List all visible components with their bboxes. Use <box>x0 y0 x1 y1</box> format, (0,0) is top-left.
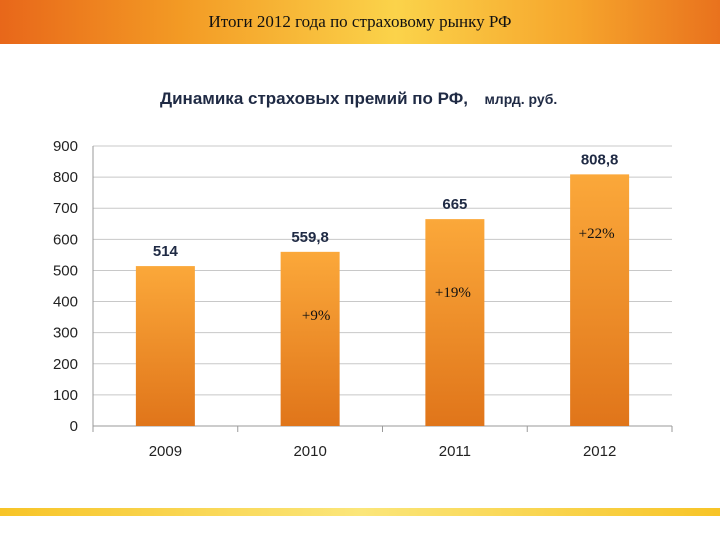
page-title: Итоги 2012 года по страховому рынку РФ <box>208 12 512 31</box>
bar-2009 <box>135 266 195 426</box>
data-label-2010: 559,8 <box>291 229 329 246</box>
growth-label-2010: +9% <box>302 308 330 324</box>
x-tick-label-2011: 2011 <box>439 443 471 460</box>
bars <box>135 174 630 426</box>
growth-label-2012: +22% <box>579 226 615 242</box>
y-tick-label: 800 <box>53 169 78 186</box>
header-bar <box>0 0 720 44</box>
data-label-2012: 808,8 <box>581 151 619 168</box>
y-tick-label: 200 <box>53 356 78 373</box>
y-tick-label: 100 <box>53 387 78 404</box>
bar-2010 <box>280 251 340 426</box>
x-tick-label-2010: 2010 <box>293 443 326 460</box>
x-tick-label-2012: 2012 <box>583 443 616 460</box>
growth-label-2011: +19% <box>435 285 471 301</box>
y-tick-label: 400 <box>53 294 78 311</box>
y-tick-label: 300 <box>53 325 78 342</box>
chart-title-unit: млрд. руб. <box>484 91 557 107</box>
chart-title-main: Динамика страховых премий по РФ, <box>160 89 468 108</box>
x-tick-label-2009: 2009 <box>149 443 182 460</box>
bar-2012 <box>570 174 630 426</box>
data-label-2009: 514 <box>153 243 179 260</box>
y-tick-label: 700 <box>53 200 78 217</box>
data-label-2011: 665 <box>442 196 467 213</box>
y-tick-label: 0 <box>70 418 78 435</box>
bottom-stripe <box>0 508 720 516</box>
y-tick-label: 900 <box>53 138 78 155</box>
labels: 514 2009 559,8 2010 +9% 665 2011 +19% 808,8 2012 +… <box>149 151 619 460</box>
bar-2011 <box>425 219 485 426</box>
y-tick-label: 600 <box>53 231 78 248</box>
chart-title: Динамика страховых премий по РФ, млрд. р… <box>160 89 557 108</box>
axes: 0 100 200 300 400 500 600 700 800 900 <box>53 138 673 435</box>
y-tick-label: 500 <box>53 262 78 279</box>
